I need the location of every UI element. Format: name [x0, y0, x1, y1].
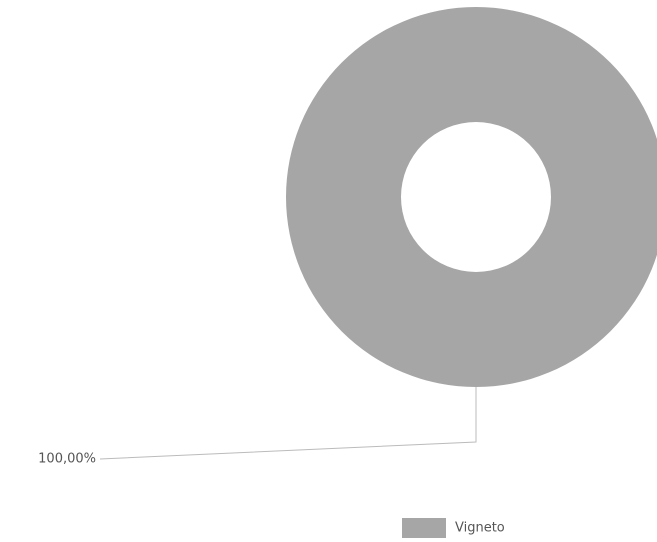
slice: [286, 7, 657, 387]
leader-line: [99, 387, 477, 460]
legend-swatch: [402, 518, 446, 538]
legend-label: Vigneto: [455, 521, 505, 536]
data-label: 100,00%: [38, 452, 96, 467]
